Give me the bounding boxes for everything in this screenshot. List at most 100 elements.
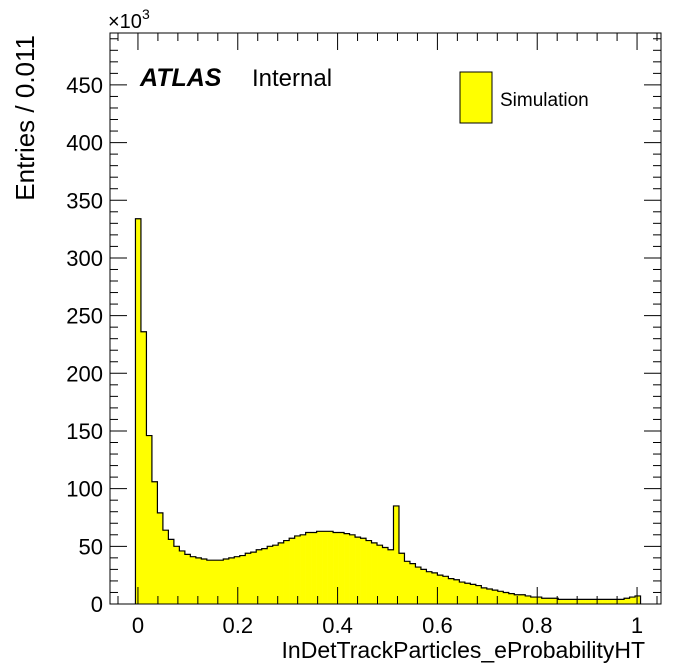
histogram-bin (580, 599, 586, 604)
histogram-bin (157, 512, 164, 604)
histogram-bin (508, 593, 515, 604)
histogram-bin (431, 572, 438, 604)
histogram-bin (305, 532, 312, 604)
histogram-bin (322, 531, 328, 604)
histogram-bin (387, 549, 394, 604)
histogram-bin (563, 599, 570, 604)
histogram-bin (344, 533, 350, 604)
legend: Simulation (459, 71, 589, 124)
histogram-bin (239, 555, 246, 604)
histogram-bin (552, 598, 559, 604)
histogram-bin (437, 575, 444, 604)
histogram-bin (464, 583, 471, 604)
histogram-bin (382, 547, 389, 604)
histogram-bin (256, 549, 263, 604)
atlas-sub-label: Internal (252, 65, 332, 92)
histogram-bin (393, 505, 400, 604)
histogram-bin (525, 595, 532, 604)
axes: 0 0.2 0.4 0.6 0.8 1 0 50 100 150 200 250 300 350 400 45… (66, 33, 661, 638)
y-tick-label: 200 (66, 361, 103, 386)
x-axis-label: InDetTrackParticles_eProbabilityHT (282, 637, 645, 663)
histogram-bin (212, 560, 219, 604)
histogram-bin (283, 540, 290, 604)
histogram-bin (596, 599, 603, 604)
histogram-bin (349, 534, 356, 604)
atlas-label: ATLAS (139, 64, 222, 92)
histogram-bin (278, 542, 284, 604)
histogram-bin (179, 550, 186, 604)
histogram-bin (503, 592, 510, 604)
histogram-bin (613, 599, 619, 604)
histogram-bin (547, 598, 553, 604)
histogram-bin (366, 540, 372, 604)
y-tick-label: 350 (66, 188, 103, 213)
plot-frame (109, 32, 662, 605)
histogram-bin (201, 559, 208, 604)
histogram-bin (250, 552, 257, 604)
histogram-bin (585, 599, 592, 604)
histogram-bin (629, 597, 636, 604)
histogram-bin (371, 542, 378, 604)
histogram-bin (206, 560, 213, 604)
histogram-bin (311, 532, 317, 604)
histogram-bin (195, 557, 202, 604)
x-tick-label: 0.6 (422, 613, 453, 638)
histogram-bin (294, 535, 301, 604)
histogram-bin (162, 530, 169, 604)
histogram-bin (146, 435, 153, 604)
y-tick-label: 0 (91, 592, 103, 617)
histogram-bin (635, 595, 641, 604)
histogram-bin (338, 532, 345, 604)
histogram-bin (272, 545, 279, 604)
legend-swatch (459, 71, 493, 124)
histogram-bin (300, 534, 306, 604)
y-tick-label: 100 (66, 477, 103, 502)
histogram-bin (228, 557, 235, 604)
histogram-bin (415, 567, 422, 604)
histogram-bin (448, 578, 455, 604)
y-tick-label: 300 (66, 246, 103, 271)
histogram-outline (134, 218, 642, 604)
histogram-bin (261, 548, 268, 604)
y-axis-label: Entries / 0.011 (10, 35, 40, 201)
histogram-bin (377, 545, 383, 604)
histogram-bin (618, 599, 625, 604)
y-multiplier: ×103 (108, 6, 150, 33)
x-tick-label: 0.2 (222, 613, 253, 638)
histogram-bin (190, 556, 197, 604)
histogram-bin (327, 531, 334, 604)
histogram-bin (223, 559, 230, 604)
legend-label: Simulation (500, 90, 589, 111)
histogram-bin (151, 481, 158, 604)
histogram-bin (217, 560, 224, 604)
histogram-bin (140, 331, 147, 604)
histogram-bin (459, 582, 466, 604)
histogram-bin (234, 556, 241, 604)
histogram-bin (497, 591, 504, 604)
histogram-bin (470, 584, 477, 604)
histogram-bin (404, 561, 411, 604)
histogram-bin (409, 563, 416, 604)
histogram-bin (453, 579, 460, 604)
histogram-bin (481, 587, 488, 604)
histogram-bin (355, 537, 361, 604)
x-tick-label: 0.4 (322, 613, 353, 638)
histogram-bin (333, 532, 339, 604)
histogram-bin (168, 539, 175, 604)
histogram-bin (536, 597, 543, 604)
histogram-bin (426, 571, 433, 604)
histogram-bin (486, 589, 493, 604)
x-tick-label: 0 (132, 613, 144, 638)
y-tick-label: 400 (66, 131, 103, 156)
histogram-bin (135, 218, 142, 605)
histogram-bin (607, 599, 614, 604)
histogram-bin (591, 599, 597, 604)
y-tick-label: 450 (66, 73, 103, 98)
histogram-bin (173, 546, 180, 604)
histogram-bin (602, 599, 608, 604)
x-tick-label: 1 (631, 613, 643, 638)
histogram-bin (289, 538, 295, 604)
x-tick-label: 0.8 (522, 613, 553, 638)
histogram-bin (624, 598, 630, 604)
